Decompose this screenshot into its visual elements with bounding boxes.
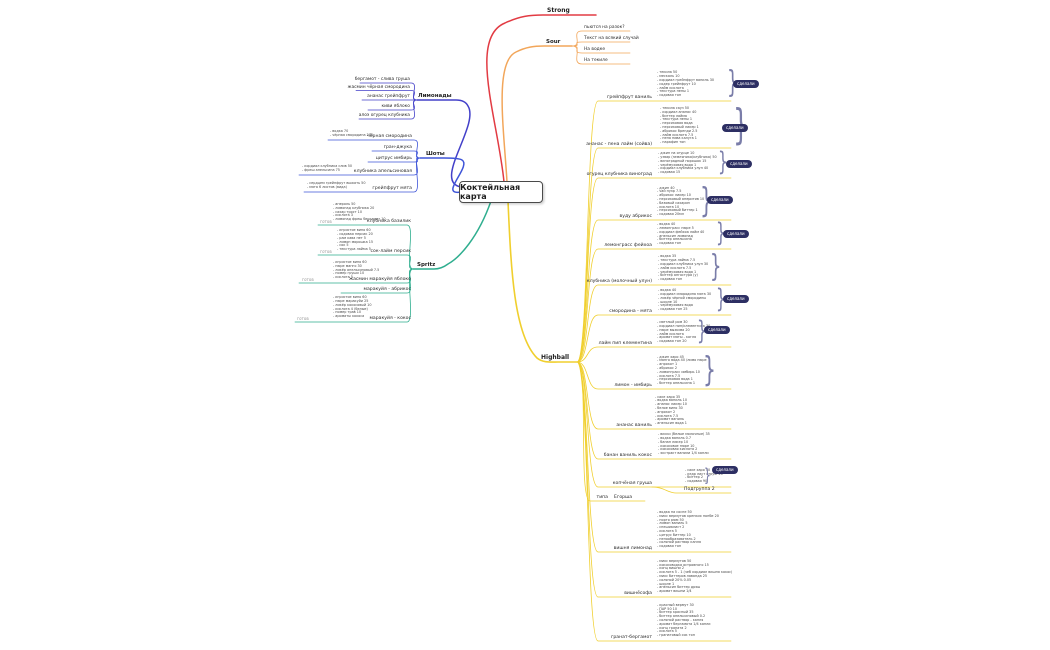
status-ready-label[interactable]: готов	[297, 316, 309, 321]
node-label-highball[interactable]: гранат-бергамот	[610, 635, 652, 640]
node-label-spritz[interactable]: маракуйя - кокос	[369, 316, 411, 321]
node-recipe[interactable]: - саке харо 35 - водка ваниль 10 - анана…	[655, 394, 687, 426]
node-label-shot[interactable]: клубника апельсиновая	[353, 169, 412, 174]
brace-decoration: }	[704, 464, 711, 486]
node-recipe[interactable]: - игристое вино 60 - пюре манго 30 - лик…	[333, 260, 380, 280]
node-label-highball[interactable]: банан ваниль кокос	[603, 453, 652, 458]
node-label-highball[interactable]: вишнёсофа	[624, 591, 652, 596]
node-label-highball[interactable]: копчёная груша	[612, 481, 652, 486]
node-recipe[interactable]: - апероль 50 - лимонад клубника 20 - сах…	[333, 202, 386, 222]
status-ready-label[interactable]: готов	[320, 219, 332, 224]
node-label-sour[interactable]: Текст на всякий случай	[584, 36, 639, 41]
node-label-highball[interactable]: клубника (молочный улун)	[586, 279, 652, 284]
node-label-lemonade[interactable]: алоэ огурец клубника	[358, 113, 410, 118]
node-label-highball[interactable]: огурец клубника виноград	[586, 172, 652, 177]
node-label-lemonade[interactable]: бергамот - слива груша	[354, 77, 410, 82]
brace-decoration: }	[703, 349, 716, 390]
node-label-sour[interactable]: На водке	[584, 47, 606, 52]
brace-decoration: }	[718, 147, 728, 178]
node-label-shot[interactable]: цитрус имбирь	[375, 156, 412, 161]
status-badge-done[interactable]: сделали	[723, 295, 749, 303]
node-label-highball[interactable]: вуду абрикос	[619, 214, 652, 219]
branch-label-spritz[interactable]: Spritz	[417, 262, 436, 268]
node-recipe[interactable]: - сердцем грейпфрут выжать 50 - мята 6 л…	[307, 181, 366, 190]
node-recipe[interactable]: - кордиал клубника слив 50 - фреш апельс…	[302, 164, 353, 173]
branch-label-shots[interactable]: Шоты	[426, 151, 445, 157]
brace-decoration: }	[697, 316, 707, 347]
node-label-lemonade[interactable]: жасмин чёрная смородина	[347, 84, 410, 90]
node-label-sour[interactable]: пьются на разок?	[584, 25, 625, 30]
node-label-highball[interactable]: вишня лимонад	[613, 546, 652, 551]
brace-decoration: }	[700, 183, 713, 217]
status-badge-done[interactable]: сделали	[722, 124, 748, 132]
node-label-shot[interactable]: чёрная смородина	[366, 134, 412, 139]
node-note[interactable]: типа	[596, 495, 608, 500]
map-root-node[interactable]: Коктейльная карта	[459, 181, 543, 203]
node-label-highball[interactable]: лимон - имбирь	[614, 383, 652, 388]
node-recipe[interactable]: - джин харо 45 - манго вода 40 /лимо пюр…	[657, 354, 707, 386]
status-badge-done[interactable]: сделали	[723, 230, 749, 238]
node-label-highball[interactable]: ананас - пена лайм (сойва)	[586, 142, 652, 147]
node-label-subgroup[interactable]: Подгруппа 2	[684, 487, 715, 492]
node-label-shot[interactable]: грейпфрут мята	[372, 186, 412, 191]
status-badge-done[interactable]: сделали	[712, 466, 738, 474]
node-recipe[interactable]: - водка на сосне 50 - микс вермутов креп…	[657, 510, 719, 549]
branch-label-lemonades[interactable]: Лимонады	[418, 93, 452, 99]
branch-label-highball[interactable]: Highball	[541, 354, 570, 361]
node-recipe[interactable]: - джин на огурце 10 - узвар (земляника/к…	[658, 151, 717, 175]
node-recipe[interactable]: - игристое вино 60 - содовая персик 20 -…	[337, 228, 374, 252]
brace-decoration: }	[727, 68, 738, 98]
node-label-sour[interactable]: На текиле	[584, 58, 608, 63]
brace-decoration: }	[716, 284, 726, 315]
brace-decoration: }	[710, 249, 722, 285]
node-recipe[interactable]: - виски (белые молочные) 35 - водка вани…	[658, 432, 710, 456]
status-ready-label[interactable]: готов	[320, 249, 332, 254]
branch-label-strong[interactable]: Strong	[547, 7, 570, 14]
branch-label-sour[interactable]: Sour	[546, 39, 561, 45]
node-label-spritz[interactable]: жасмин маракуйя яблоко	[348, 277, 411, 282]
node-label-highball[interactable]: ананас ваниль	[616, 423, 652, 428]
node-recipe[interactable]: - водка 35 - текстура лайма 7.5 - кордиа…	[658, 254, 709, 282]
node-label-spritz[interactable]: клубника базилик	[366, 219, 411, 224]
node-label-spritz[interactable]: маракуйя - абрикос	[363, 287, 412, 292]
node-recipe[interactable]: - водка 40 - кордиал смородина мята 30 -…	[658, 288, 712, 312]
node-label-highball[interactable]: грейпфрут ваниль	[607, 95, 652, 100]
node-label-shot[interactable]: гран-джука	[383, 145, 412, 150]
status-badge-done[interactable]: сделали	[704, 326, 730, 334]
node-recipe[interactable]: - игристое вино 60 - пюре маракуйи 25 - …	[333, 295, 372, 319]
status-badge-done[interactable]: сделали	[726, 160, 752, 168]
node-recipe[interactable]: - текила сауз 50 - кордиал ананас 40 - б…	[660, 106, 699, 145]
node-recipe[interactable]: - текила 50 - мескаль 10 - кордиал грейп…	[657, 70, 715, 98]
node-recipe[interactable]: - водка 70 - чёрная смородина 200	[330, 129, 374, 138]
node-recipe[interactable]: - джин 40 - чай пуэр 7.5 - абрикос ликер…	[657, 185, 705, 217]
node-recipe[interactable]: - светлый ром 30 - кордиал пип/клементин…	[657, 320, 710, 344]
status-ready-label[interactable]: готов	[302, 277, 314, 282]
node-recipe[interactable]: - микс вермутов 50 - кокосоводка островн…	[657, 558, 733, 594]
node-label-spritz[interactable]: сок-лайм персик	[370, 249, 411, 254]
node-recipe[interactable]: - красный вермут 30 - ПАР 50 10 - биттер…	[657, 602, 711, 638]
status-badge-done[interactable]: сделали	[733, 80, 759, 88]
node-label-highball[interactable]: Егорша	[614, 495, 633, 500]
node-label-highball[interactable]: лемонграсс фейхоа	[604, 243, 652, 248]
node-label-lemonade[interactable]: ананас грейпфрут	[367, 94, 410, 99]
node-label-lemonade[interactable]: киви яблоко	[381, 104, 410, 109]
brace-decoration: }	[716, 218, 726, 249]
node-recipe[interactable]: - водка 40 - лемонграсс пюре 5 - кордиал…	[657, 222, 705, 246]
node-label-highball[interactable]: лайм пип клементина	[598, 341, 652, 346]
status-badge-done[interactable]: сделали	[707, 196, 733, 204]
node-label-highball[interactable]: смородина - мята	[609, 309, 652, 314]
